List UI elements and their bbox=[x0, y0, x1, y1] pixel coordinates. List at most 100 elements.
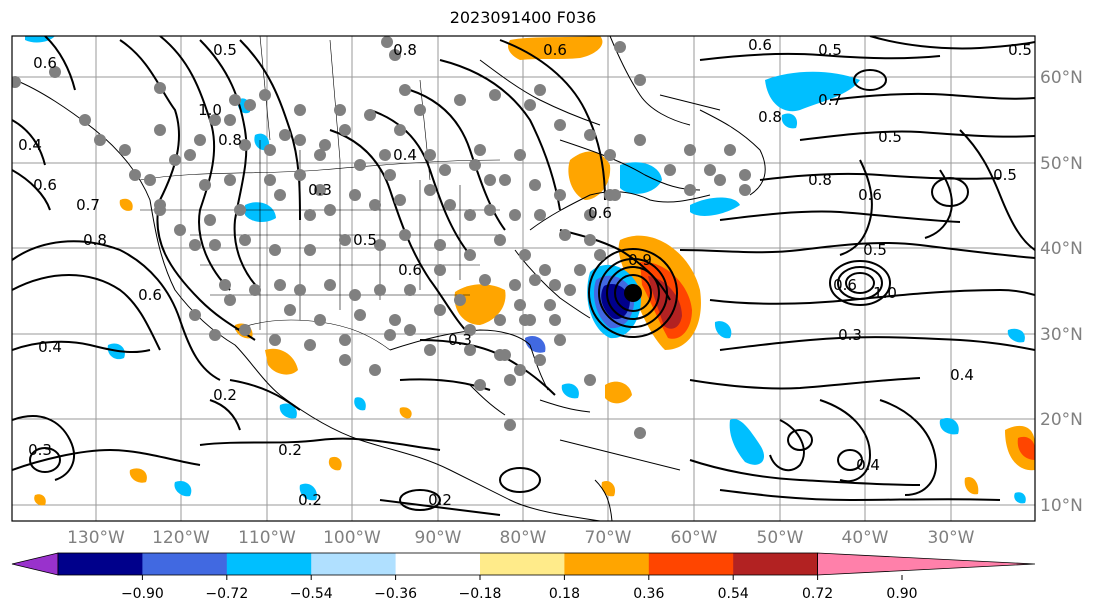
contour-label: 0.5 bbox=[878, 128, 902, 146]
station-dot bbox=[634, 74, 646, 86]
contour-label: 0.5 bbox=[213, 41, 237, 59]
contour-label: 0.8 bbox=[218, 131, 242, 149]
station-dot bbox=[314, 184, 326, 196]
station-dot bbox=[684, 184, 696, 196]
station-dot bbox=[614, 41, 626, 53]
station-dot bbox=[414, 104, 426, 116]
contour-label: 0.4 bbox=[38, 338, 62, 356]
station-dot bbox=[304, 209, 316, 221]
station-dot bbox=[494, 234, 506, 246]
contour-lines bbox=[12, 36, 1035, 516]
shade-red-atlantic-right bbox=[1017, 436, 1035, 460]
station-dot bbox=[464, 324, 476, 336]
colorbar-tick-label: −0.90 bbox=[121, 586, 164, 602]
colorbar-tick-label: −0.36 bbox=[374, 586, 417, 602]
shade-blue-atlantic3 bbox=[939, 417, 959, 435]
contour-label: 0.8 bbox=[83, 231, 107, 249]
station-dot bbox=[49, 66, 61, 78]
station-dot bbox=[544, 299, 556, 311]
colorbar-tick-label: −0.72 bbox=[205, 586, 248, 602]
contour-label: 0.4 bbox=[950, 366, 974, 384]
shade-orange-pacific2 bbox=[964, 476, 979, 495]
shade-blue-nova bbox=[690, 197, 740, 216]
station-dot bbox=[304, 244, 316, 256]
station-dot bbox=[379, 149, 391, 161]
contour-label: 0.4 bbox=[393, 146, 417, 164]
station-dot bbox=[144, 174, 156, 186]
colorbar-tick-label: 0.18 bbox=[549, 586, 580, 602]
longitude-label: 130°W bbox=[67, 528, 125, 548]
station-dot bbox=[349, 189, 361, 201]
shade-orange-caribbean bbox=[605, 381, 632, 404]
station-dot bbox=[499, 349, 511, 361]
latitude-label: 60°N bbox=[1040, 68, 1083, 88]
contour-label: 0.2 bbox=[213, 386, 237, 404]
station-dot bbox=[229, 94, 241, 106]
contour-labels: 0.5 0.6 0.8 0.6 0.5 0.5 0.6 0.7 0.8 0.5 1.0 0.8 0.4 0… bbox=[18, 36, 1032, 509]
station-dot bbox=[609, 189, 621, 201]
station-dot bbox=[94, 134, 106, 146]
colorbar-bin bbox=[226, 553, 312, 575]
station-dot bbox=[724, 144, 736, 156]
station-dot bbox=[189, 309, 201, 321]
station-dot bbox=[244, 99, 256, 111]
station-dot bbox=[584, 129, 596, 141]
shade-blue-gulf bbox=[525, 335, 546, 353]
station-dot bbox=[574, 264, 586, 276]
station-dot bbox=[259, 89, 271, 101]
station-dot bbox=[354, 159, 366, 171]
station-dot bbox=[554, 334, 566, 346]
station-dot bbox=[424, 184, 436, 196]
station-dot bbox=[224, 294, 236, 306]
station-dot bbox=[364, 109, 376, 121]
contour-label: 0.3 bbox=[308, 181, 332, 199]
station-dot bbox=[439, 164, 451, 176]
station-dot bbox=[384, 329, 396, 341]
colorbar-tick-label: 0.90 bbox=[886, 586, 917, 602]
colorbar-bin bbox=[564, 553, 650, 575]
station-dot bbox=[154, 199, 166, 211]
station-dot bbox=[79, 114, 91, 126]
station-dot bbox=[514, 299, 526, 311]
station-dot bbox=[634, 427, 646, 439]
shade-blue-arctic bbox=[765, 71, 860, 112]
contour-label: 0.6 bbox=[858, 186, 882, 204]
station-dot bbox=[504, 374, 516, 386]
colorbar-frame bbox=[57, 552, 818, 576]
longitude-label: 100°W bbox=[323, 528, 381, 548]
station-dot bbox=[294, 169, 306, 181]
contour-label: 0.6 bbox=[833, 276, 857, 294]
station-dot bbox=[349, 289, 361, 301]
station-dot bbox=[489, 89, 501, 101]
shade-orange-gulf bbox=[399, 407, 412, 419]
colorbar-bin bbox=[648, 553, 734, 575]
longitude-label: 50°W bbox=[757, 528, 804, 548]
station-dot bbox=[534, 209, 546, 221]
colorbar-extend-max bbox=[817, 552, 1036, 576]
colorbar-tick-label: 0.54 bbox=[718, 586, 749, 602]
station-dot bbox=[509, 209, 521, 221]
contour-label: 0.4 bbox=[18, 136, 42, 154]
contour-label: 0.4 bbox=[856, 456, 880, 474]
shade-blue-carib2 bbox=[561, 383, 579, 399]
station-dot bbox=[369, 199, 381, 211]
contour-label: 0.2 bbox=[298, 491, 322, 509]
contour-label: 0.8 bbox=[808, 171, 832, 189]
station-dot bbox=[684, 144, 696, 156]
contour-label: 0.8 bbox=[393, 41, 417, 59]
station-dot bbox=[464, 249, 476, 261]
station-dot bbox=[374, 239, 386, 251]
latitude-label: 20°N bbox=[1040, 410, 1083, 430]
station-dot bbox=[424, 344, 436, 356]
longitude-label: 60°W bbox=[671, 528, 718, 548]
station-dot bbox=[284, 304, 296, 316]
station-dot bbox=[444, 199, 456, 211]
station-dot bbox=[464, 209, 476, 221]
station-dot bbox=[304, 339, 316, 351]
station-dot bbox=[739, 169, 751, 181]
station-dot bbox=[454, 94, 466, 106]
shade-orange-pacific bbox=[129, 468, 147, 483]
shade-blue-pacific2 bbox=[174, 480, 192, 497]
station-dot bbox=[249, 284, 261, 296]
